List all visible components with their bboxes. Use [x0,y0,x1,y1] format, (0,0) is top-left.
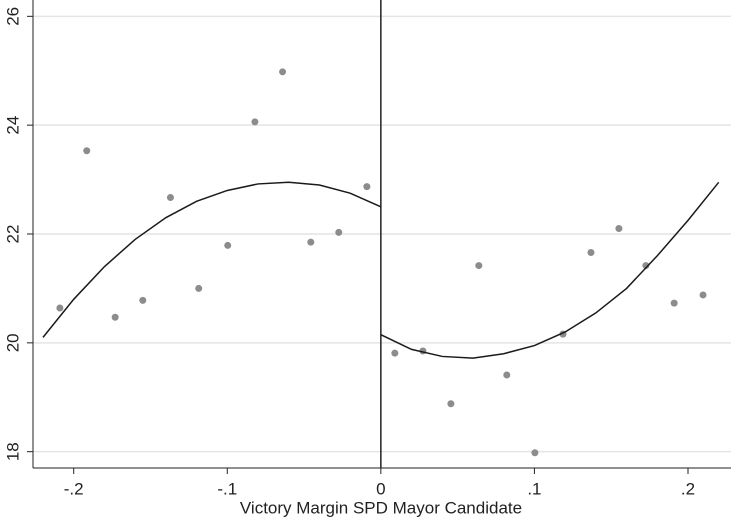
data-point [166,194,174,202]
data-point [251,118,259,126]
x-tick-label: .1 [527,479,541,498]
fit-line [380,181,720,359]
x-tick-label: -.1 [217,479,237,498]
data-point [83,147,91,155]
data-point [363,183,371,191]
data-point [447,400,455,408]
x-axis-title: Victory Margin SPD Mayor Candidate [240,498,522,517]
data-point [111,313,119,321]
data-point [670,299,678,307]
data-point [139,296,147,304]
data-point [531,449,539,457]
data-point [503,371,511,379]
data-point [307,238,315,246]
data-point [391,349,399,357]
data-point [699,291,707,299]
data-point [615,225,623,233]
data-point [642,262,650,270]
data-point [475,262,483,270]
data-point [224,241,232,249]
data-point [587,249,595,257]
x-tick-label: 0 [376,479,385,498]
data-point [279,68,287,76]
y-tick-label: 24 [3,116,22,135]
data-point [56,304,64,312]
x-tick-label: -.2 [64,479,84,498]
data-point [335,228,343,236]
y-tick-label: 22 [3,225,22,244]
x-tick-label: .2 [681,479,695,498]
data-point [195,284,203,292]
y-tick-label: 26 [3,7,22,26]
y-tick-label: 18 [3,442,22,461]
y-tick-label: 20 [3,333,22,352]
fit-line [42,181,382,338]
